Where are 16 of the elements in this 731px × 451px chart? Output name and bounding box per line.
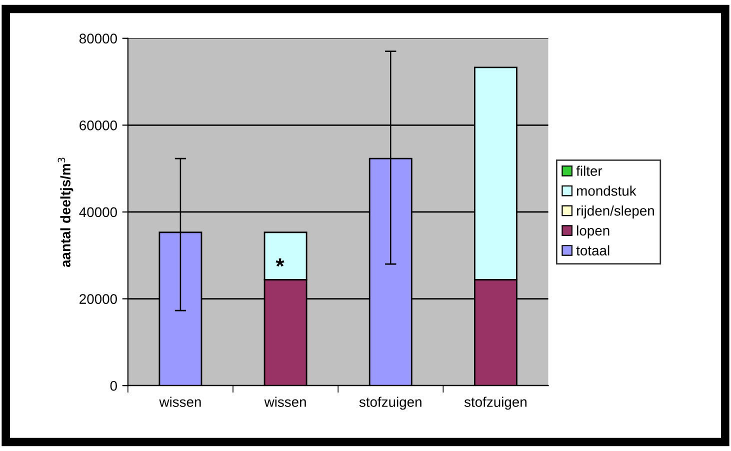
y-tick-label: 20000 [80,294,117,304]
legend-label: filter [576,166,602,176]
x-tick-label: stofzuigen [464,396,526,410]
legend-label: totaal [576,245,610,256]
legend-label: mondstuk [577,186,636,196]
y-axis-title: aantal deeltjs/m$^{3}$ [58,158,74,268]
y-tick-label: 80000 [79,34,117,44]
y-tick-label: 0 [110,380,117,391]
annotation: * [276,258,284,267]
x-tick-label: stofzuigen [359,396,422,410]
y-tick-label: 60000 [80,120,117,130]
y-tick-label: 40000 [79,207,117,218]
legend-label: lopen [577,225,610,238]
legend-label: rijden/slepen [577,205,654,218]
x-tick-label: wissen [264,396,306,407]
x-tick-label: wissen [159,396,201,407]
